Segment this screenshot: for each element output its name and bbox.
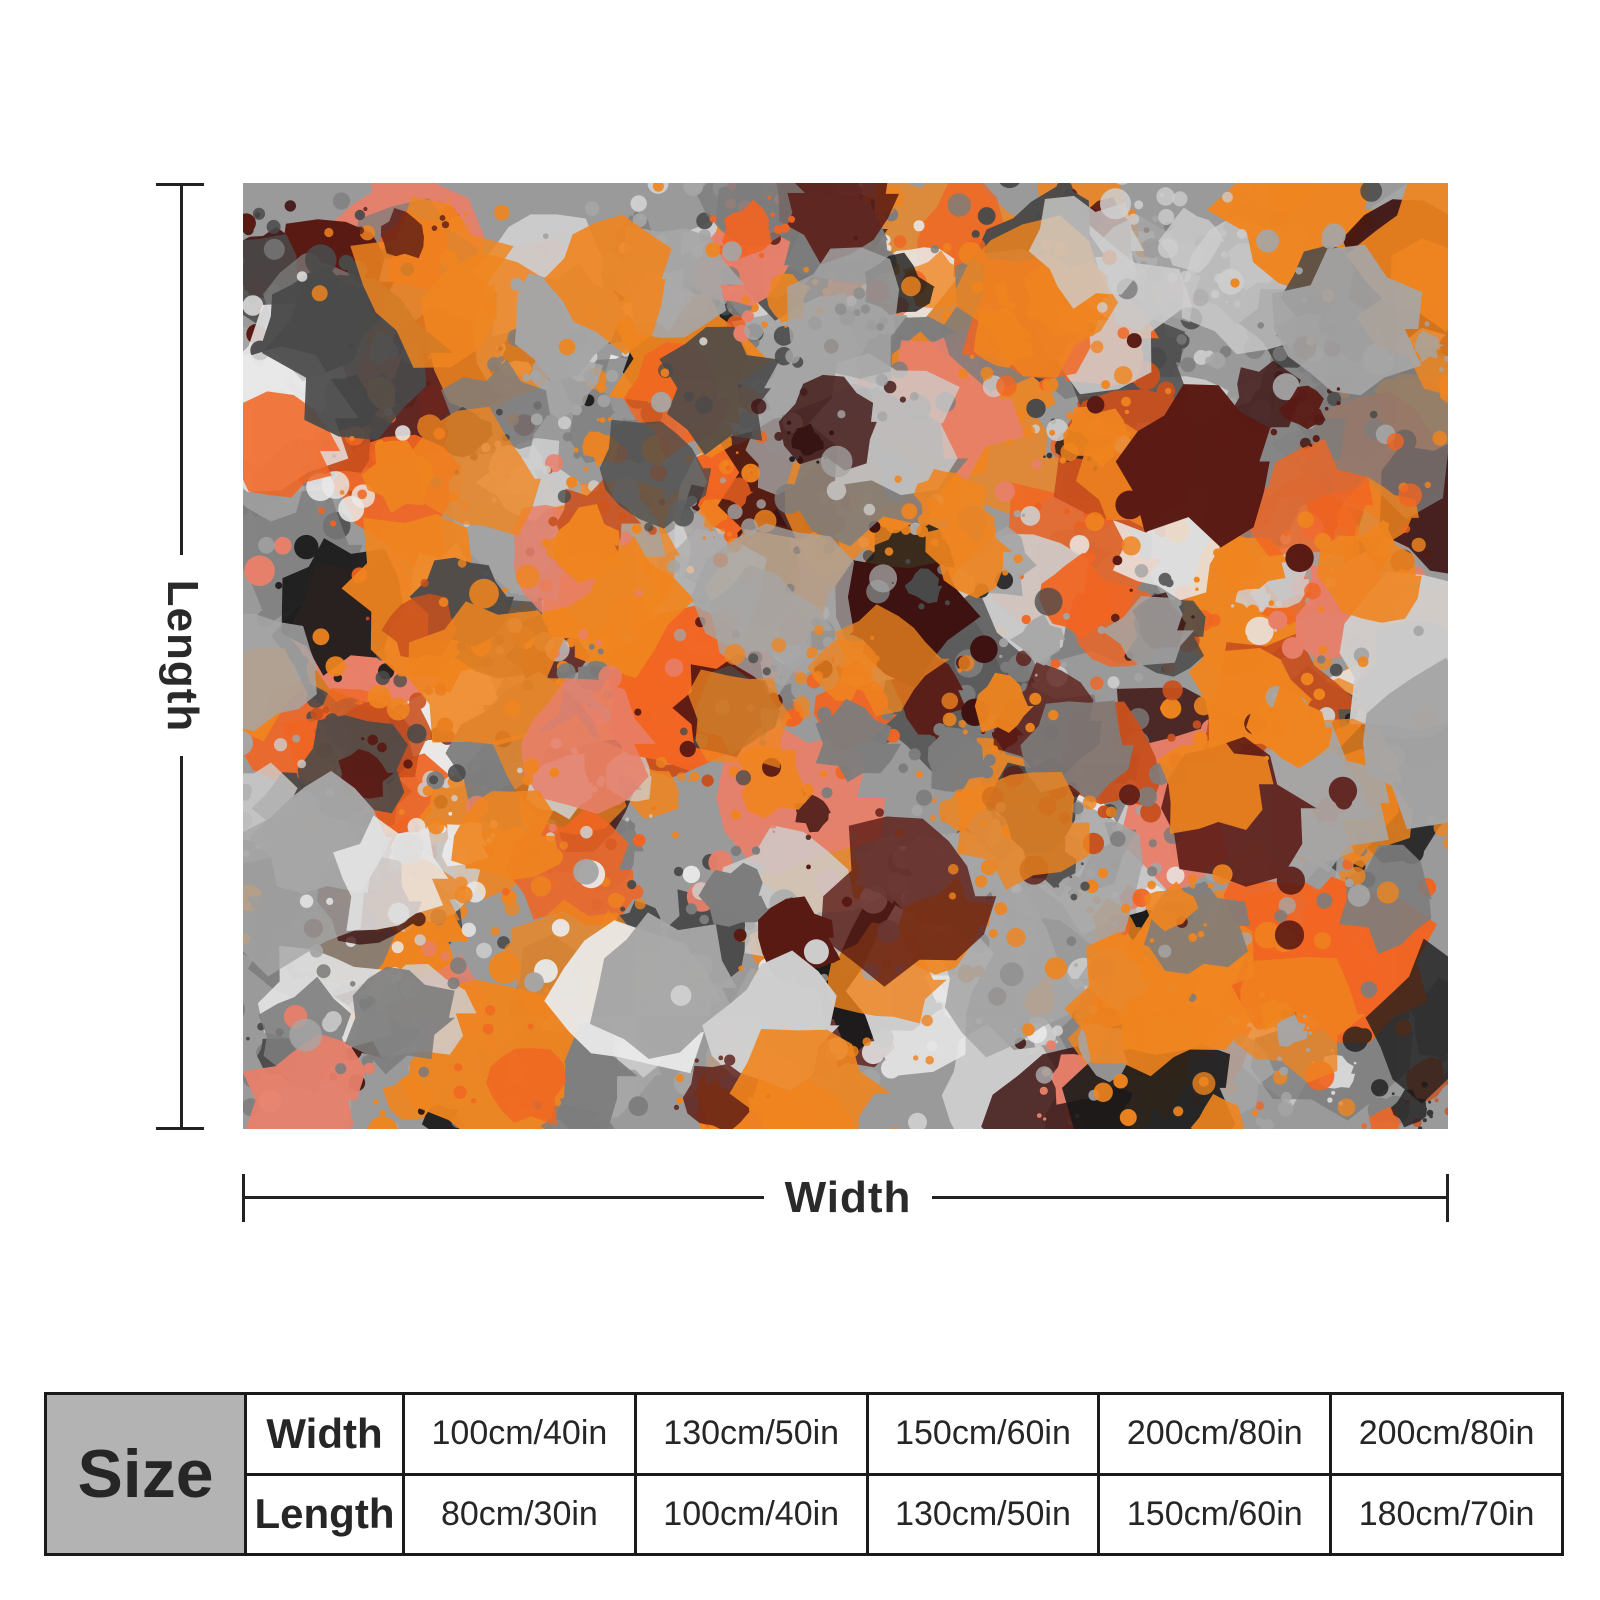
size-table-grid: Width 100cm/40in 130cm/50in 150cm/60in 2…: [247, 1395, 1561, 1553]
size-table: Size Width 100cm/40in 130cm/50in 150cm/6…: [44, 1392, 1564, 1556]
size-cell: 180cm/70in: [1358, 1494, 1535, 1533]
size-table-header: Size: [47, 1395, 247, 1553]
blanket-artwork: [243, 183, 1448, 1129]
size-cell: 150cm/60in: [1100, 1475, 1333, 1553]
size-cell: 100cm/40in: [405, 1395, 637, 1473]
length-dimension-line-top: [180, 183, 183, 555]
size-cell: 200cm/80in: [1100, 1395, 1333, 1473]
size-row-length: Length 80cm/30in 100cm/40in 130cm/50in 1…: [247, 1472, 1561, 1553]
size-row-width: Width 100cm/40in 130cm/50in 150cm/60in 2…: [247, 1395, 1561, 1473]
size-cell: 150cm/60in: [869, 1395, 1101, 1473]
size-cell: 100cm/40in: [637, 1475, 869, 1553]
width-right-cap: [1446, 1174, 1449, 1222]
size-cell: 80cm/30in: [405, 1475, 637, 1553]
width-dimension-line-right: [932, 1196, 1448, 1199]
length-label: Length: [158, 579, 207, 733]
width-dimension-line-left: [242, 1196, 764, 1199]
length-dimension-line-bottom: [180, 756, 183, 1129]
paint-splatter-pattern: [243, 183, 1448, 1129]
size-cell: 130cm/50in: [637, 1395, 869, 1473]
size-cell: 130cm/50in: [869, 1475, 1101, 1553]
length-bottom-cap: [156, 1127, 204, 1130]
width-label: Width: [784, 1173, 912, 1222]
row-label-length: Length: [247, 1475, 405, 1553]
row-label-width: Width: [247, 1395, 405, 1473]
size-cell: 200cm/80in: [1358, 1414, 1535, 1453]
